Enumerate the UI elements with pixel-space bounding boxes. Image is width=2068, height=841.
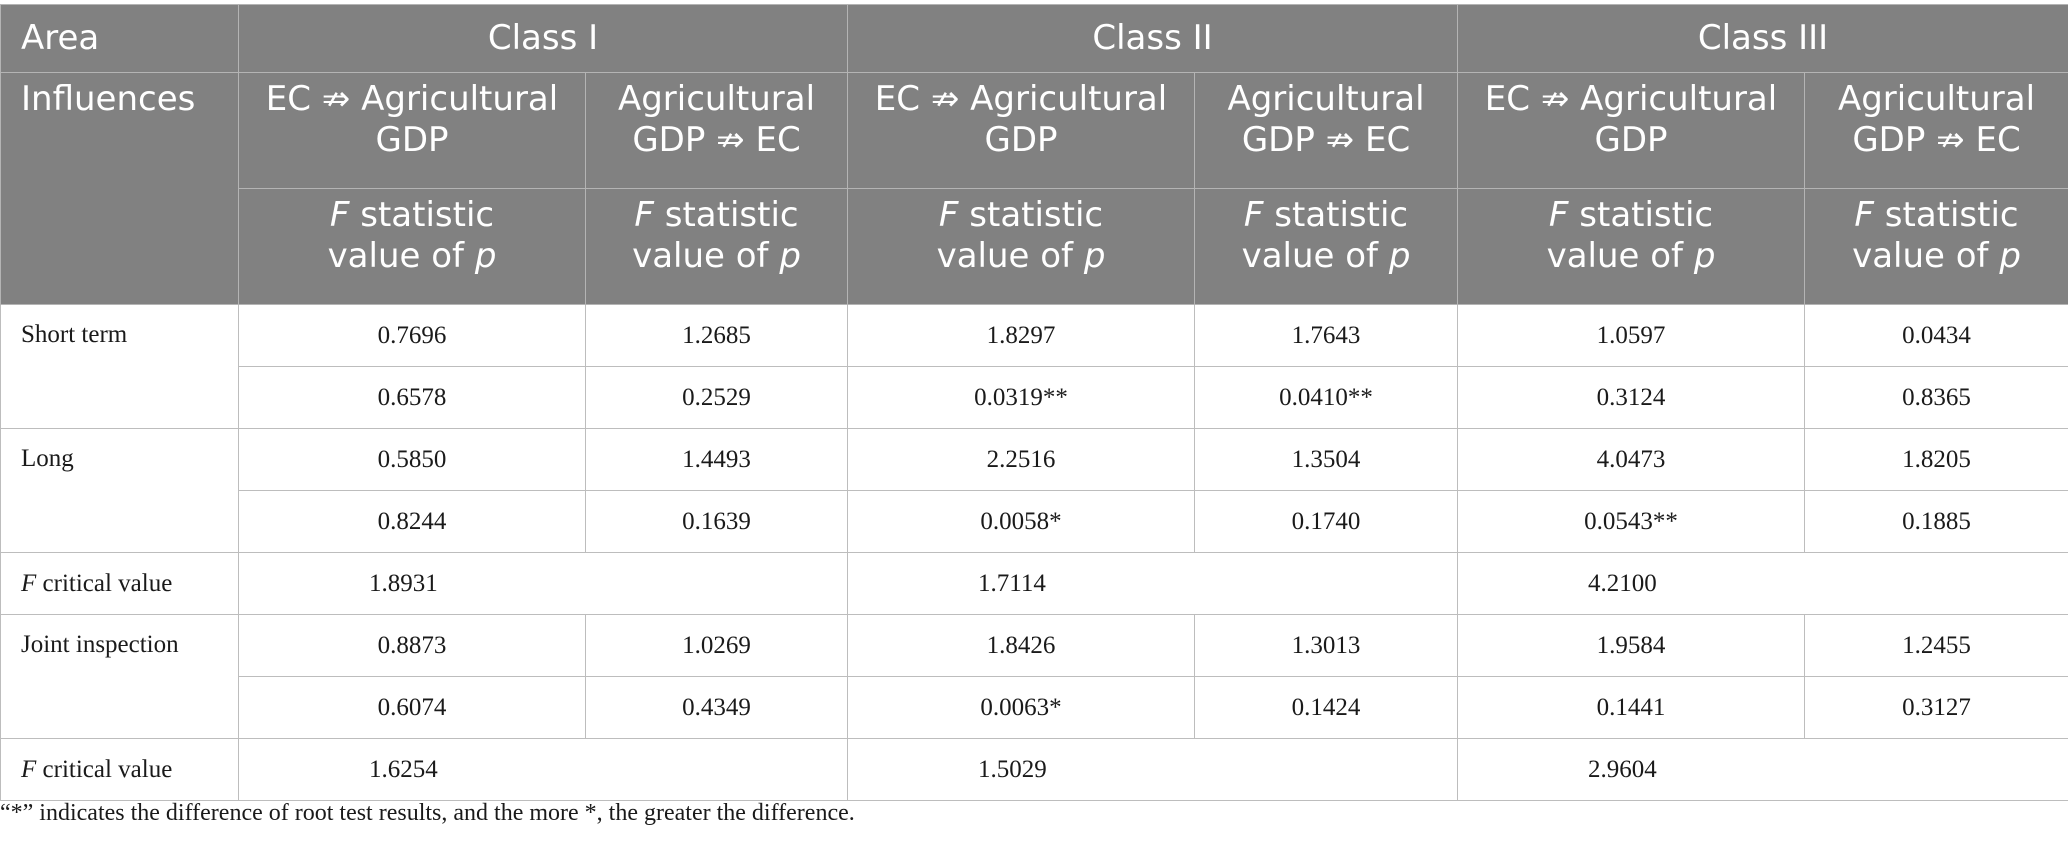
f-statistic-cell: 1.8426 [847, 614, 1196, 677]
table-row-joint-p: 0.6074 0.4349 0.0063* 0.1424 0.1441 0.31… [1, 676, 2068, 739]
statistic-header: F statistic value of p [238, 188, 586, 305]
f-statistic-cell: 1.2455 [1804, 614, 2068, 677]
row-label-long: Long [0, 428, 239, 553]
p-value-cell: 0.6578 [238, 366, 586, 429]
header-row-area: Area Class I Class II Class III [0, 4, 2068, 73]
p-value-cell: 0.8244 [238, 490, 586, 553]
f-statistic-cell: 0.7696 [238, 304, 586, 367]
statistic-header: F statistic value of p [584, 188, 849, 305]
granger-causality-table: Area Class I Class II Class III Influenc… [0, 4, 2068, 801]
header-row-statistics: F statistic value of p F statistic value o… [1, 188, 2068, 305]
table-footnote: “*” indicates the difference of root tes… [0, 800, 855, 826]
p-value-cell: 0.1424 [1194, 676, 1459, 739]
p-value-cell: 0.1441 [1457, 676, 1806, 739]
f-statistic-cell: 1.9584 [1457, 614, 1806, 677]
class-3-header: Class III [1457, 4, 2068, 73]
f-statistic-cell: 1.7643 [1194, 304, 1459, 367]
header-row-influences: Influences EC ⇏ Agricultural GDP Agricult… [0, 72, 2068, 305]
direction-header: Agricultural GDP ⇏ EC [1804, 72, 2068, 189]
table-row-critical-value: F critical value 1.8931 1.7114 4.2100 [0, 552, 2068, 615]
p-value-cell: 0.4349 [584, 676, 849, 739]
direction-header: Agricultural GDP ⇏ EC [584, 72, 849, 189]
f-statistic-cell: 0.0434 [1804, 304, 2068, 367]
p-value-cell: 0.0543** [1457, 490, 1806, 553]
critical-value-cell: 1.6254 [237, 738, 849, 801]
p-value-cell: 0.0058* [847, 490, 1196, 553]
row-label-critical-value: F critical value [0, 738, 239, 801]
results-table-container: Area Class I Class II Class III Influenc… [0, 4, 2068, 801]
p-value-cell: 0.2529 [584, 366, 849, 429]
class-1-header: Class I [237, 4, 849, 73]
row-label-critical-value: F critical value [0, 552, 239, 615]
statistic-header: F statistic value of p [1457, 188, 1806, 305]
p-value-cell: 0.0410** [1194, 366, 1459, 429]
p-value-cell: 0.1740 [1194, 490, 1459, 553]
critical-value-cell: 4.2100 [1457, 552, 2068, 615]
p-value-cell: 0.0063* [847, 676, 1196, 739]
class-2-header: Class II [847, 4, 1459, 73]
table-row-critical-value: F critical value 1.6254 1.5029 2.9604 [0, 738, 2068, 801]
row-label-joint-inspection: Joint inspection [0, 614, 239, 739]
table-row-long-p: 0.8244 0.1639 0.0058* 0.1740 0.0543** 0.… [1, 490, 2068, 553]
p-value-cell: 0.6074 [238, 676, 586, 739]
f-statistic-cell: 1.0597 [1457, 304, 1806, 367]
f-statistic-cell: 1.8205 [1804, 428, 2068, 491]
f-statistic-cell: 1.2685 [584, 304, 849, 367]
f-statistic-cell: 1.8297 [847, 304, 1196, 367]
p-value-cell: 0.3127 [1804, 676, 2068, 739]
p-value-cell: 0.1639 [584, 490, 849, 553]
influences-header: Influences [0, 72, 239, 305]
f-statistic-cell: 0.8873 [238, 614, 586, 677]
p-value-cell: 0.1885 [1804, 490, 2068, 553]
statistic-header: F statistic value of p [1194, 188, 1459, 305]
f-statistic-cell: 2.2516 [847, 428, 1196, 491]
row-label-short-term: Short term [0, 304, 239, 429]
direction-header: EC ⇏ Agricultural GDP [1457, 72, 1806, 189]
statistic-header: F statistic value of p [847, 188, 1196, 305]
p-value-cell: 0.0319** [847, 366, 1196, 429]
f-statistic-cell: 1.0269 [584, 614, 849, 677]
critical-value-cell: 2.9604 [1457, 738, 2068, 801]
direction-header: EC ⇏ Agricultural GDP [238, 72, 586, 189]
critical-value-cell: 1.7114 [847, 552, 1459, 615]
f-statistic-cell: 0.5850 [238, 428, 586, 491]
f-statistic-cell: 1.3013 [1194, 614, 1459, 677]
f-statistic-cell: 1.3504 [1194, 428, 1459, 491]
statistic-header: F statistic value of p [1804, 188, 2068, 305]
table-row-long-f: Long 0.5850 1.4493 2.2516 1.3504 4.0473 … [0, 428, 2068, 553]
f-statistic-cell: 1.4493 [584, 428, 849, 491]
f-statistic-cell: 4.0473 [1457, 428, 1806, 491]
direction-header: EC ⇏ Agricultural GDP [847, 72, 1196, 189]
direction-header: Agricultural GDP ⇏ EC [1194, 72, 1459, 189]
table-row-short-term-p: 0.6578 0.2529 0.0319** 0.0410** 0.3124 0… [1, 366, 2068, 429]
table-row-short-term-f: Short term 0.7696 1.2685 1.8297 1.7643 1… [0, 304, 2068, 429]
critical-value-cell: 1.8931 [237, 552, 849, 615]
critical-value-cell: 1.5029 [847, 738, 1459, 801]
p-value-cell: 0.3124 [1457, 366, 1806, 429]
p-value-cell: 0.8365 [1804, 366, 2068, 429]
area-header: Area [0, 4, 239, 73]
table-row-joint-f: Joint inspection 0.8873 1.0269 1.8426 1.… [0, 614, 2068, 739]
